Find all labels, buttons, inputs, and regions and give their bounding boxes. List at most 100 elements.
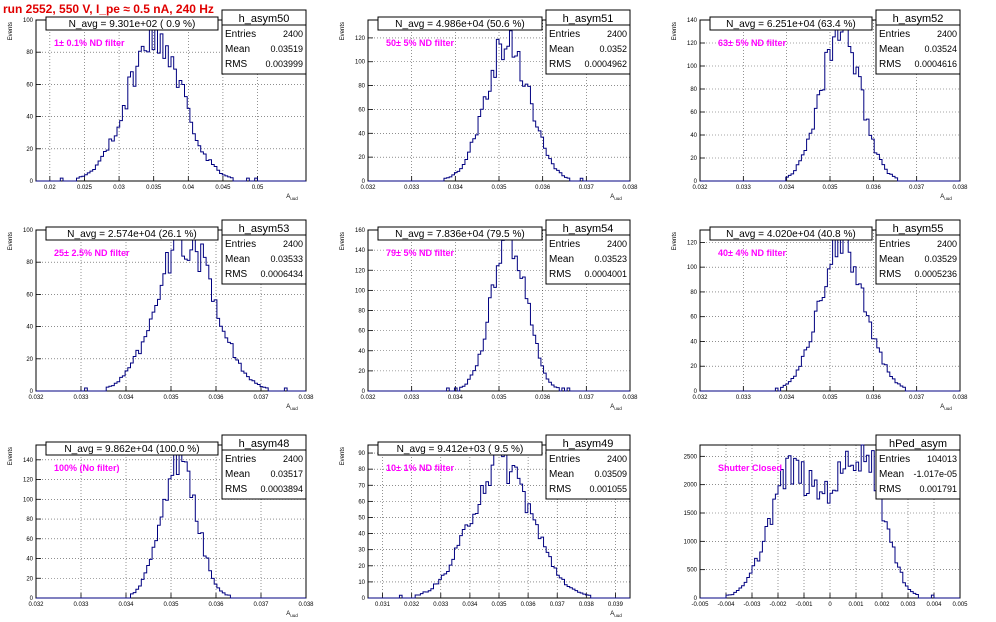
- stats-title: h_asym52: [893, 13, 944, 25]
- stats-title: h_asym48: [239, 438, 290, 450]
- x-tick-label: 0.032: [28, 602, 44, 608]
- x-axis-label: Auud: [286, 611, 298, 618]
- x-tick-label: 0.035: [163, 602, 179, 608]
- stats-label: Mean: [549, 254, 574, 265]
- y-tick-label: 80: [358, 84, 365, 90]
- y-tick-label: 100: [687, 265, 698, 271]
- x-tick-label: 0.036: [521, 602, 537, 608]
- x-tick-label: 0.036: [535, 185, 551, 191]
- stats-value: 2400: [283, 454, 303, 464]
- x-tick-label: 0.036: [866, 185, 882, 191]
- x-tick-label: 0.039: [608, 602, 624, 608]
- y-tick-label: 40: [358, 131, 365, 137]
- x-tick-label: 0.036: [535, 395, 551, 401]
- y-axis-label: Events: [672, 22, 678, 40]
- x-tick-label: 0.001: [848, 602, 864, 608]
- x-tick-label: 0.034: [448, 395, 464, 401]
- stats-value: 0.0004962: [584, 59, 627, 69]
- filter-annotation: 79± 5% ND filter: [386, 248, 454, 258]
- x-tick-label: 0.034: [462, 602, 478, 608]
- histogram-panel-h_asym49: 0.031 0.032 0.033 0.034 0.035 0.036 0.037 0.038…: [340, 434, 631, 618]
- x-tick-label: 0.005: [952, 602, 968, 608]
- y-tick-label: 80: [26, 260, 33, 266]
- stats-value: 0.0003894: [260, 484, 303, 494]
- x-tick-label: 0.038: [622, 395, 638, 401]
- navg-text: N_avg = 9.301e+02 ( 0.9 %): [69, 19, 196, 30]
- x-tick-label: 0.036: [208, 395, 224, 401]
- y-tick-label: 90: [358, 451, 365, 457]
- y-tick-label: 60: [26, 292, 33, 298]
- y-tick-label: 100: [687, 64, 698, 70]
- y-tick-label: 30: [358, 548, 365, 554]
- y-tick-label: 70: [358, 483, 365, 489]
- x-tick-label: 0.037: [253, 395, 269, 401]
- stats-label: RMS: [549, 59, 572, 70]
- x-tick-label: 0.035: [163, 395, 179, 401]
- x-axis-label: Auud: [286, 404, 298, 411]
- y-tick-label: 20: [690, 364, 697, 370]
- histogram-panel-h_asym48: 0.032 0.033 0.034 0.035 0.036 0.037 0.038 0 20 40…: [8, 434, 314, 618]
- x-tick-label: 0.037: [253, 602, 269, 608]
- x-tick-label: 0.037: [550, 602, 566, 608]
- y-tick-label: 0: [362, 179, 366, 185]
- stats-value: 104013: [927, 454, 957, 464]
- x-tick-label: 0.034: [118, 395, 134, 401]
- stats-box: [545, 219, 631, 285]
- y-tick-label: 80: [690, 290, 697, 296]
- stats-value: 0.003999: [265, 59, 303, 69]
- x-tick-label: 0.032: [692, 395, 708, 401]
- x-tick-label: 0.032: [404, 602, 420, 608]
- stats-label: Entries: [879, 29, 910, 40]
- x-tick-label: 0.034: [118, 602, 134, 608]
- x-tick-label: 0.035: [822, 185, 838, 191]
- stats-label: RMS: [225, 59, 248, 70]
- x-tick-label: 0.033: [404, 185, 420, 191]
- y-tick-label: 40: [690, 133, 697, 139]
- x-tick-label: 0.036: [208, 602, 224, 608]
- y-tick-label: 120: [687, 41, 698, 47]
- histogram-bars: [368, 30, 630, 182]
- stats-value: 0.03523: [594, 254, 627, 264]
- stats-value: 0.03519: [270, 44, 303, 54]
- stats-title: h_asym50: [239, 13, 290, 25]
- y-tick-label: 0: [362, 596, 366, 602]
- y-tick-label: 0: [30, 389, 34, 395]
- x-tick-label: 0.002: [874, 602, 890, 608]
- histogram-bars: [36, 25, 306, 182]
- y-tick-label: 500: [687, 568, 698, 574]
- x-tick-label: 0.032: [360, 185, 376, 191]
- stats-title: h_asym53: [239, 223, 290, 235]
- navg-box: [709, 226, 873, 241]
- y-tick-label: 80: [26, 50, 33, 56]
- y-tick-label: 0: [30, 179, 34, 185]
- navg-text: N_avg = 6.251e+04 (63.4 %): [726, 19, 856, 30]
- y-tick-label: 100: [23, 18, 34, 24]
- y-tick-label: 0: [694, 389, 698, 395]
- stats-label: RMS: [549, 269, 572, 280]
- x-tick-label: 0.037: [579, 185, 595, 191]
- y-axis-label: Events: [8, 447, 14, 465]
- y-tick-label: 20: [358, 564, 365, 570]
- x-tick-label: 0.03: [113, 185, 125, 191]
- stats-box: [545, 434, 631, 500]
- y-tick-label: 0: [362, 389, 366, 395]
- y-axis-label: Events: [340, 447, 346, 465]
- filter-annotation: 40± 4% ND filter: [718, 248, 786, 258]
- x-tick-label: 0.025: [77, 185, 93, 191]
- x-tick-label: 0.033: [433, 602, 449, 608]
- stats-value: 2400: [937, 239, 957, 249]
- stats-value: 2400: [607, 454, 627, 464]
- y-tick-label: 1500: [684, 511, 698, 517]
- stats-value: 2400: [607, 29, 627, 39]
- stats-value: 0.03517: [270, 469, 303, 479]
- stats-value: 2400: [607, 239, 627, 249]
- x-tick-label: 0.032: [28, 395, 44, 401]
- stats-box: [221, 9, 307, 75]
- y-tick-label: 60: [690, 110, 697, 116]
- histogram-panel-h_asym52: 0.032 0.033 0.034 0.035 0.036 0.037 0.038 0 20 40…: [672, 9, 968, 201]
- x-axis-label: Auud: [286, 194, 298, 201]
- filter-annotation: 63± 5% ND filter: [718, 38, 786, 48]
- y-tick-label: 80: [690, 87, 697, 93]
- stats-label: Entries: [225, 239, 256, 250]
